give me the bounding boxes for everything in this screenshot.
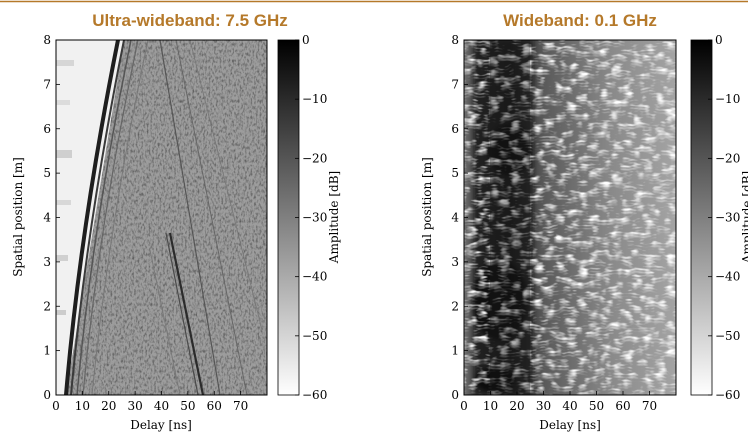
y-tick-label: 6 [43,122,51,136]
y-tick-label: 6 [451,122,459,136]
x-tick-label: 50 [589,399,604,413]
colorbar-tick-label: −20 [715,151,740,165]
colorbar-tick-label: −30 [302,211,327,225]
y-tick-label: 0 [451,388,459,402]
y-tick-label: 8 [43,33,51,47]
y-tick-label: 3 [43,255,51,269]
chart-title: Ultra-wideband: 7.5 GHz [92,11,288,30]
heatmap-image [464,40,676,395]
x-tick-label: 10 [483,399,498,413]
x-tick-label: 60 [615,399,630,413]
x-axis-label: Delay [ns] [539,418,601,432]
colorbar-tick-label: −40 [715,270,740,284]
x-axis-label: Delay [ns] [130,418,192,432]
y-axis-label: Spatial position [m] [420,157,434,277]
colorbar-tick-label: −50 [715,329,740,343]
x-tick-label: 40 [562,399,577,413]
x-tick-label: 0 [460,399,468,413]
x-axis: 0 10 20 30 40 50 60 70 Delay [ns] [460,391,657,432]
x-tick-label: 30 [536,399,551,413]
y-axis: 0 1 2 3 4 5 6 7 8 Spatial position [m] [420,33,468,402]
y-tick-label: 7 [451,77,459,91]
x-tick-label: 30 [127,399,142,413]
y-tick-label: 4 [43,211,51,225]
colorbar-tick-label: 0 [715,33,723,47]
colorbar-tick-label: 0 [302,33,310,47]
y-tick-label: 1 [451,344,459,358]
heatmap-image [56,40,267,395]
y-tick-label: 2 [43,299,51,313]
y-tick-label: 5 [43,166,51,180]
y-tick-label: 1 [43,344,51,358]
y-tick-label: 8 [451,33,459,47]
y-axis: 0 1 2 3 4 5 6 7 8 Spatial position [m] [11,33,60,402]
x-tick-label: 10 [75,399,90,413]
y-tick-label: 7 [43,77,51,91]
colorbar-tick-label: −50 [302,329,327,343]
x-tick-label: 60 [207,399,222,413]
x-tick-label: 40 [154,399,169,413]
colorbar-tick-label: −10 [302,92,327,106]
x-axis: 0 10 20 30 40 50 60 70 Delay [ns] [52,391,248,432]
chart-title: Wideband: 0.1 GHz [503,11,657,30]
colorbar-tick-label: −40 [302,270,327,284]
y-tick-label: 3 [451,255,459,269]
x-tick-label: 0 [52,399,60,413]
chart-ultra-wideband: Ultra-wideband: 7.5 GHz [11,11,341,432]
y-tick-label: 0 [43,388,51,402]
colorbar-label: Amplitude [dB] [327,171,341,264]
x-tick-label: 20 [509,399,524,413]
colorbar-tick-label: −60 [715,388,740,402]
y-axis-label: Spatial position [m] [11,157,25,277]
colorbar: 0 −10 −20 −30 −40 −50 −60 Amplitude [dB] [690,33,748,402]
colorbar-tick-label: −60 [302,388,327,402]
x-tick-label: 50 [180,399,195,413]
colorbar-label: Amplitude [dB] [740,171,748,264]
y-tick-label: 2 [451,299,459,313]
colorbar-tick-label: −10 [715,92,740,106]
x-tick-label: 70 [642,399,657,413]
colorbar-tick-label: −30 [715,211,740,225]
y-tick-label: 5 [451,166,459,180]
chart-wideband: Wideband: 0.1 GHz 0 10 20 30 40 50 60 70 Delay … [420,11,748,432]
colorbar: 0 −10 −20 −30 −40 −50 −60 Amplitude [dB] [277,33,341,402]
y-tick-label: 4 [451,211,459,225]
x-tick-label: 70 [233,399,248,413]
colorbar-tick-label: −20 [302,151,327,165]
x-tick-label: 20 [101,399,116,413]
